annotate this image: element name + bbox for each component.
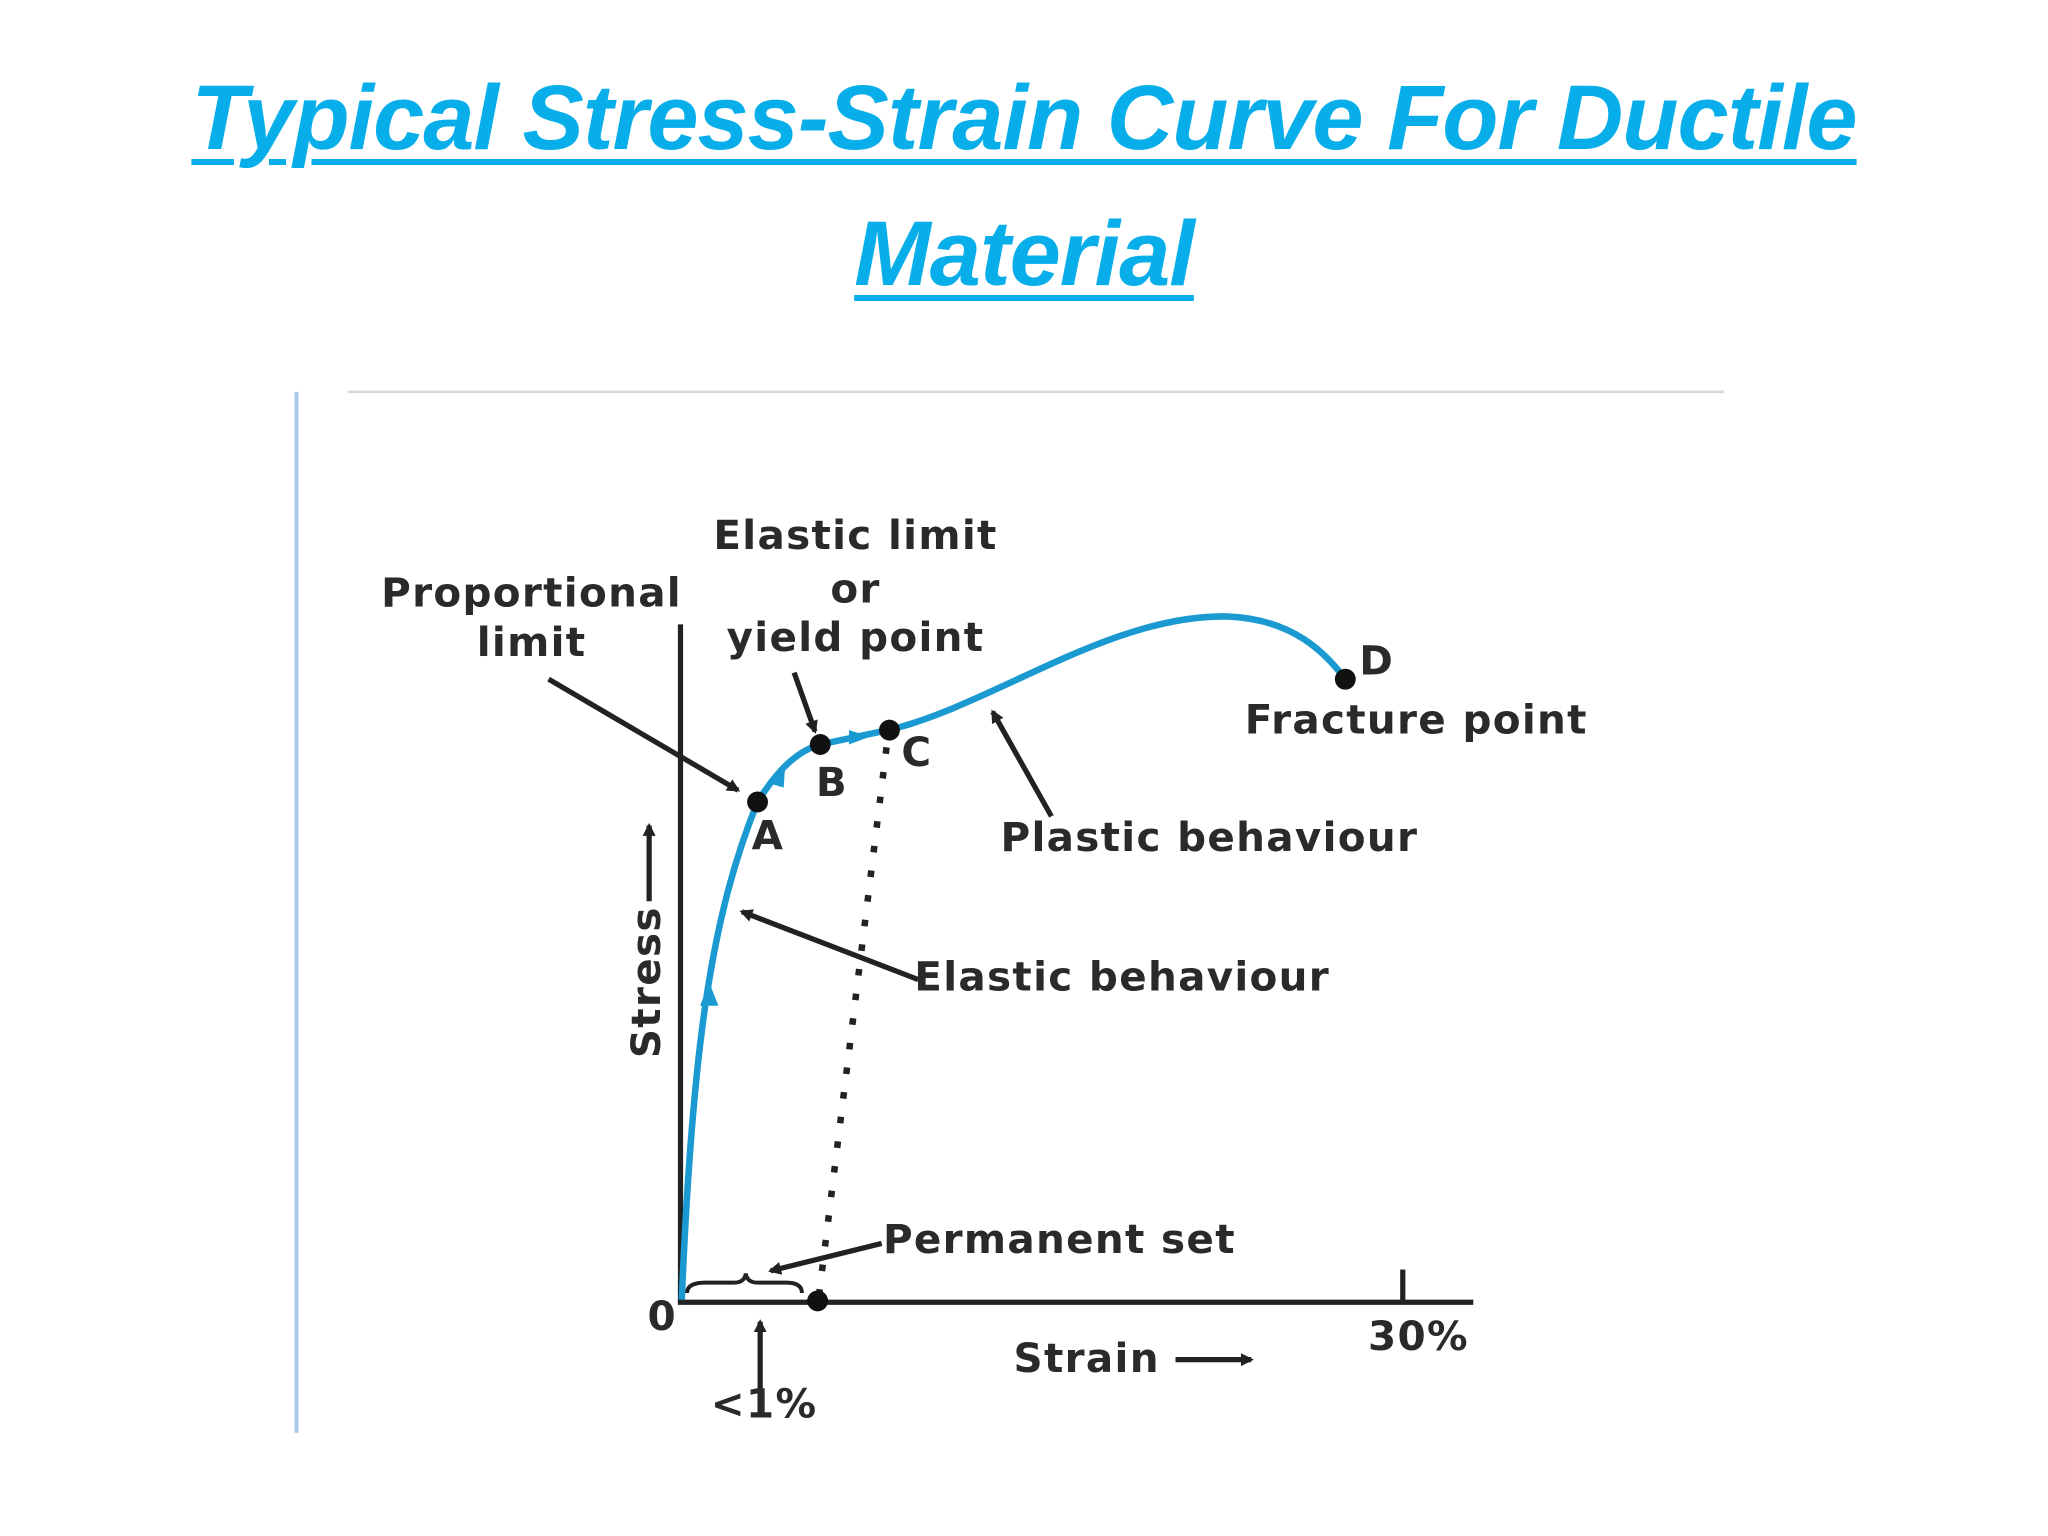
point-label: A xyxy=(752,812,785,860)
label: Permanent set xyxy=(883,1215,1236,1263)
label: Elastic behaviour xyxy=(914,953,1330,1001)
unload-line xyxy=(815,733,892,1297)
axis-label: Stress xyxy=(622,906,670,1058)
curve-arrow xyxy=(700,982,719,1006)
label: 30% xyxy=(1368,1312,1469,1360)
label: <1% xyxy=(711,1380,818,1428)
arrow xyxy=(990,709,1054,818)
label: yield point xyxy=(727,613,985,661)
label: 0 xyxy=(647,1292,676,1340)
point-label: B xyxy=(816,758,848,806)
label: or xyxy=(830,565,880,613)
title-line: Typical Stress-Strain Curve For Ductile xyxy=(191,67,1857,169)
point xyxy=(747,791,768,813)
curve-arrow xyxy=(848,730,870,745)
curve-arrow xyxy=(770,768,785,788)
arrow xyxy=(547,676,741,793)
label: Proportional xyxy=(381,569,682,617)
arrow xyxy=(791,671,818,734)
label: Elastic limit xyxy=(713,511,997,559)
point-label: D xyxy=(1359,637,1394,685)
title-line: Material xyxy=(854,203,1195,305)
label: limit xyxy=(477,618,587,666)
label: Fracture point xyxy=(1245,695,1588,743)
title: Typical Stress-Strain Curve For Ductile … xyxy=(0,50,2048,322)
point xyxy=(809,734,831,755)
arrow xyxy=(768,1240,883,1275)
point xyxy=(807,1290,829,1312)
axis-label: Strain xyxy=(1014,1334,1160,1382)
brace xyxy=(685,1273,804,1294)
point xyxy=(1334,668,1356,690)
point xyxy=(879,719,900,741)
arrow xyxy=(739,909,920,983)
label: Plastic behaviour xyxy=(1000,813,1418,861)
point-label: C xyxy=(901,728,932,776)
